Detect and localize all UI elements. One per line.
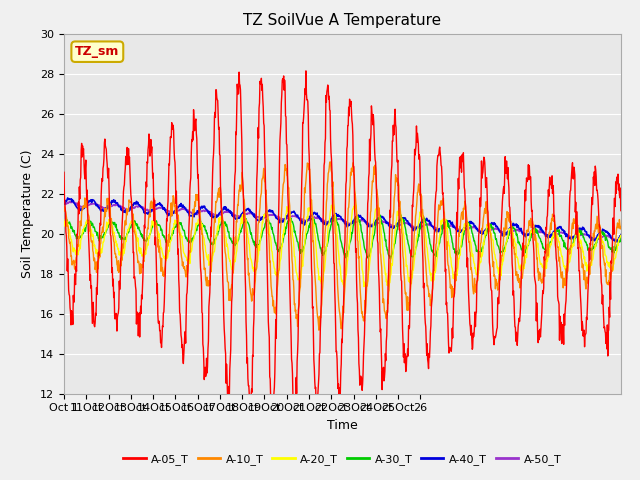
X-axis label: Time: Time	[327, 419, 358, 432]
Y-axis label: Soil Temperature (C): Soil Temperature (C)	[22, 149, 35, 278]
Title: TZ SoilVue A Temperature: TZ SoilVue A Temperature	[243, 13, 442, 28]
Legend: A-05_T, A-10_T, A-20_T, A-30_T, A-40_T, A-50_T: A-05_T, A-10_T, A-20_T, A-30_T, A-40_T, …	[119, 450, 566, 469]
Text: TZ_sm: TZ_sm	[75, 45, 120, 58]
